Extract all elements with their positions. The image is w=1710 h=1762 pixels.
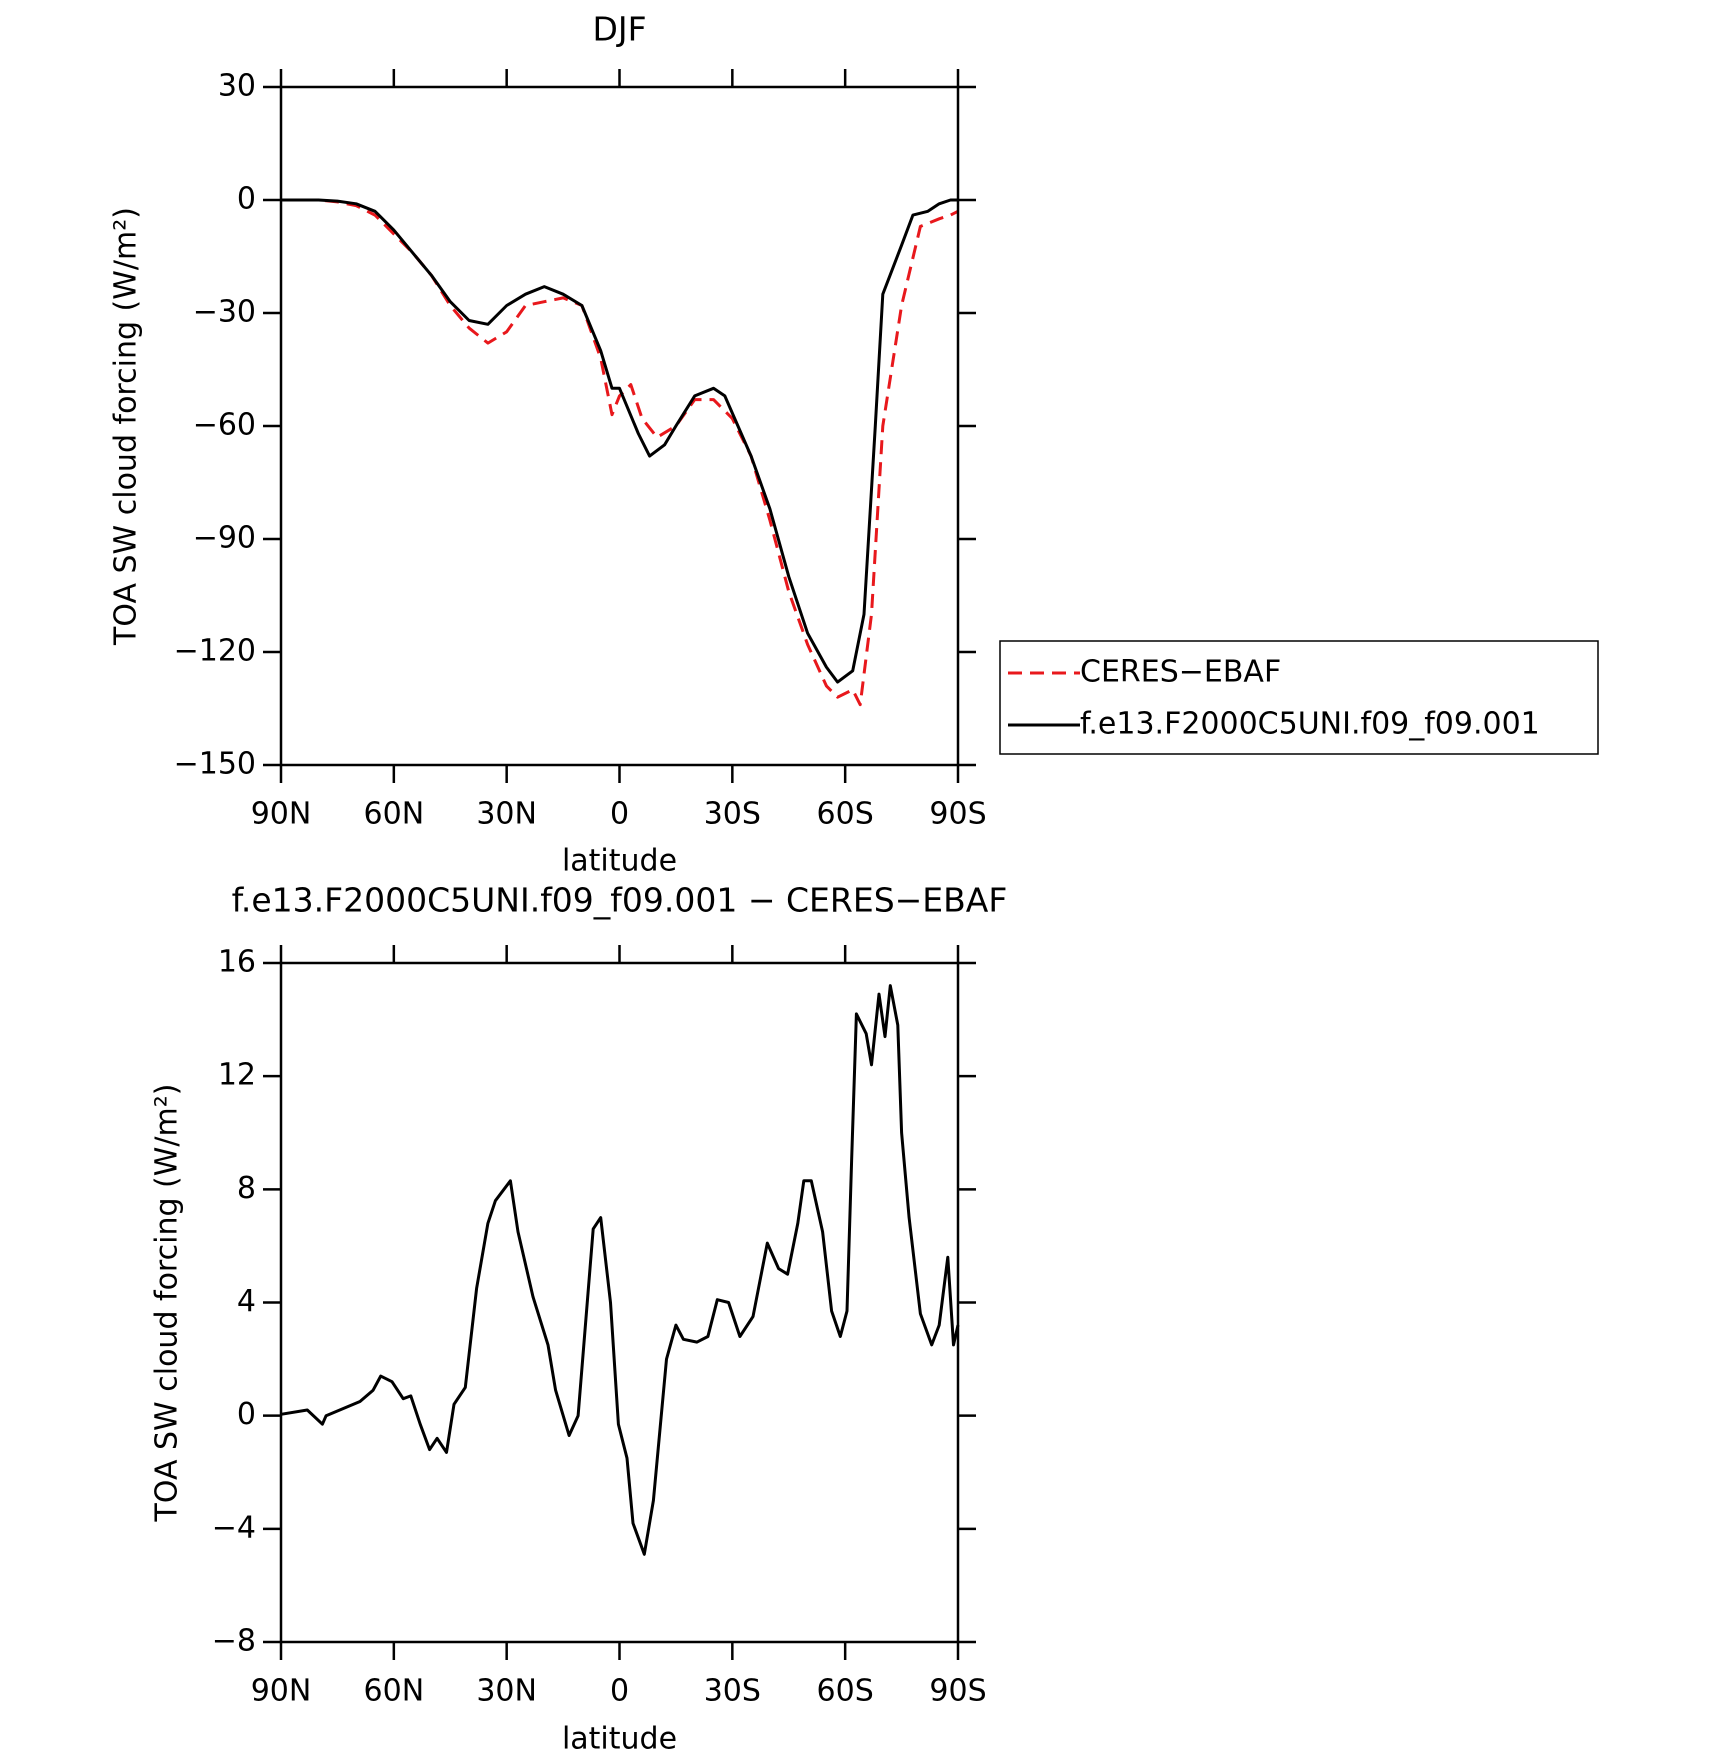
data-line (281, 198, 959, 707)
x-tick-label: 90S (929, 1674, 986, 1709)
x-tick-label: 60N (364, 797, 425, 832)
y-tick-label: 0 (237, 182, 256, 217)
x-tick-label: 30N (476, 1674, 537, 1709)
x-tick-label: 60S (817, 1674, 874, 1709)
y-tick-label: 30 (218, 69, 256, 104)
plot-frame (279, 961, 960, 1644)
x-axis-label: latitude (562, 1722, 677, 1757)
y-tick-label: −60 (193, 408, 256, 443)
x-tick-label: 90N (251, 797, 312, 832)
chart-title: f.e13.F2000C5UNI.f09_f09.001 − CERES−EBA… (232, 881, 1008, 920)
x-tick-label: 60S (817, 797, 874, 832)
y-tick-label: 8 (237, 1171, 256, 1206)
y-tick-label: 4 (237, 1284, 256, 1319)
x-tick-label: 0 (610, 797, 629, 832)
legend-box (999, 640, 1599, 755)
legend-label: f.e13.F2000C5UNI.f09_f09.001 (1080, 707, 1540, 742)
y-tick-label: −30 (193, 295, 256, 330)
y-tick-label: 0 (237, 1397, 256, 1432)
legend-label: CERES−EBAF (1080, 655, 1281, 690)
x-tick-label: 30S (704, 797, 761, 832)
x-tick-label: 0 (610, 1674, 629, 1709)
y-tick-label: −90 (193, 521, 256, 556)
y-axis-label: TOA SW cloud forcing (W/m²) (150, 1084, 185, 1523)
x-tick-label: 90S (929, 797, 986, 832)
y-tick-label: −8 (212, 1624, 256, 1659)
data-line (280, 984, 960, 1556)
x-tick-label: 60N (364, 1674, 425, 1709)
data-line (281, 198, 958, 684)
y-tick-label: −120 (174, 634, 256, 669)
x-tick-label: 30N (476, 797, 537, 832)
x-tick-label: 90N (251, 1674, 312, 1709)
plot-frame (279, 85, 960, 767)
y-tick-label: −150 (174, 747, 256, 782)
y-tick-label: 16 (218, 945, 256, 980)
y-axis-label: TOA SW cloud forcing (W/m²) (109, 207, 144, 646)
x-tick-label: 30S (704, 1674, 761, 1709)
y-tick-label: −4 (212, 1510, 256, 1545)
chart-title: DJF (592, 10, 646, 49)
y-tick-label: 12 (218, 1058, 256, 1093)
x-axis-label: latitude (562, 844, 677, 879)
